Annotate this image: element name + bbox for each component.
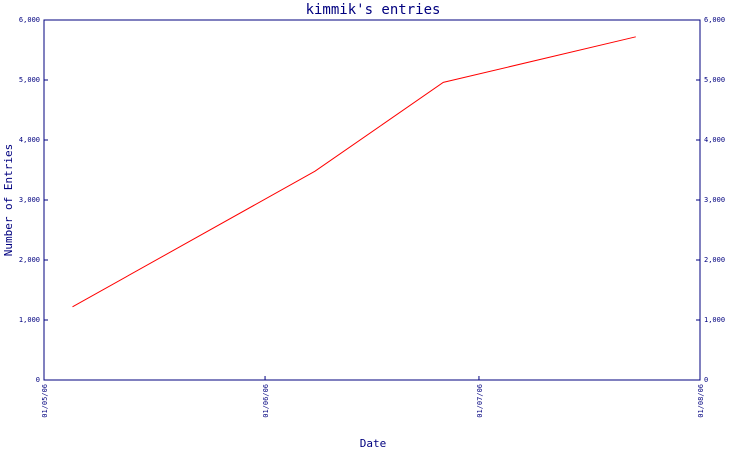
y-tick-label-left: 2,000 (19, 256, 40, 264)
chart-title: kimmik's entries (306, 2, 441, 18)
y-tick-label-right: 2,000 (704, 256, 725, 264)
y-axis-right: 0 1,000 2,000 3,000 4,000 5,000 6,000 (696, 16, 725, 384)
y-axis-left: 0 1,000 2,000 3,000 4,000 5,000 6,000 (19, 16, 48, 384)
x-tick-label: 01/07/06 (476, 384, 484, 418)
y-tick-label-left: 1,000 (19, 316, 40, 324)
y-tick-label-right: 1,000 (704, 316, 725, 324)
y-tick-label-left: 4,000 (19, 136, 40, 144)
series-line (72, 36, 636, 308)
x-axis-title: Date (360, 437, 387, 450)
y-tick-label-right: 0 (704, 376, 708, 384)
plot-frame (43, 19, 701, 381)
x-tick-label: 01/05/06 (41, 384, 49, 418)
x-axis: 01/05/06 01/06/06 01/07/06 01/08/06 (41, 376, 705, 418)
y-tick-label-right: 5,000 (704, 76, 725, 84)
x-tick-label: 01/06/06 (262, 384, 270, 418)
y-tick-label-right: 3,000 (704, 196, 725, 204)
y-tick-label-left: 5,000 (19, 76, 40, 84)
y-tick-label-right: 4,000 (704, 136, 725, 144)
x-tick-label: 01/08/06 (697, 384, 705, 418)
y-tick-label-left: 6,000 (19, 16, 40, 24)
series-layer (72, 36, 636, 308)
y-axis-title: Number of Entries (2, 144, 15, 257)
y-tick-label-right: 6,000 (704, 16, 725, 24)
y-tick-label-left: 0 (36, 376, 40, 384)
y-tick-label-left: 3,000 (19, 196, 40, 204)
